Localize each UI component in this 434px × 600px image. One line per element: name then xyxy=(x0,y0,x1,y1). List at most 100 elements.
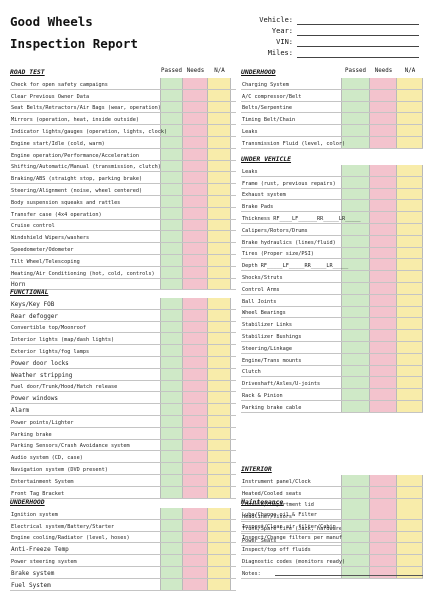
checklist-row[interactable]: Cruise control xyxy=(10,220,236,232)
checklist-row[interactable]: Inspect/Clean air filter/Cabin xyxy=(241,520,423,532)
checklist-row[interactable]: Frame (rust, previous repairs) xyxy=(241,177,423,189)
checklist-row[interactable]: Steering/Linkage xyxy=(241,342,423,354)
checklist-row[interactable]: Heated/Cooled seats xyxy=(241,487,423,499)
vehicle-field-line[interactable] xyxy=(297,57,419,58)
checklist-row[interactable]: Windshield Wipers/washers xyxy=(10,231,236,244)
column-needs[interactable] xyxy=(183,78,208,291)
checklist-row[interactable]: Power steering system xyxy=(10,555,236,567)
checklist-row[interactable]: Diagnostic codes (monitors ready) xyxy=(241,555,423,567)
checklist-row[interactable]: Leaks xyxy=(241,125,423,137)
column-na[interactable] xyxy=(208,78,231,291)
checklist-row[interactable]: Driveshaft/Axles/U-joints xyxy=(241,377,423,390)
column-needs[interactable] xyxy=(370,508,397,579)
checklist-row[interactable]: Engine operation/Performance/Acceleratio… xyxy=(10,149,236,161)
checklist-row[interactable]: Power windows xyxy=(10,392,236,405)
checklist-row[interactable]: Inspect/Change filters per manuf xyxy=(241,532,423,544)
checklist-row[interactable]: Shifting/Automatic/Manual (transmission,… xyxy=(10,161,236,173)
checklist-row[interactable]: Brake Pads xyxy=(241,200,423,213)
vehicle-field[interactable]: Year: xyxy=(255,27,419,38)
checklist-row[interactable]: Engine/Trans mounts xyxy=(241,354,423,366)
column-needs[interactable] xyxy=(370,78,397,149)
column-passed[interactable] xyxy=(341,508,370,579)
checklist-row[interactable]: Instrument panel/Clock xyxy=(241,475,423,487)
column-na[interactable] xyxy=(208,298,231,499)
checklist-row[interactable]: Belts/Serpentine xyxy=(241,102,423,114)
checklist-row[interactable]: Tires (Proper size/PSI) xyxy=(241,248,423,260)
column-passed[interactable] xyxy=(160,78,183,291)
checklist-row[interactable]: Indicator lights/gauges (operation, ligh… xyxy=(10,125,236,137)
checklist-row[interactable]: Brake hydraulics (lines/fluid) xyxy=(241,236,423,248)
checklist-row[interactable]: Notes: xyxy=(241,567,423,579)
checklist-row[interactable]: Stabilizer Links xyxy=(241,318,423,331)
column-passed[interactable] xyxy=(160,508,183,591)
checklist-row[interactable]: Alarm xyxy=(10,404,236,416)
checklist-row[interactable]: Anti-Freeze Temp xyxy=(10,543,236,556)
checklist-row[interactable]: Exterior lights/fog lamps xyxy=(10,345,236,357)
checklist-row[interactable]: Heating/Air Conditioning (hot, cold, con… xyxy=(10,267,236,279)
checklist-row[interactable]: Entertainment System xyxy=(10,475,236,487)
checklist-row[interactable]: Convertible top/Moonroof xyxy=(10,322,236,334)
checklist-row[interactable]: Parking brake cable xyxy=(241,401,423,413)
checklist-row[interactable]: Inspect/top off fluids xyxy=(241,543,423,556)
vehicle-field[interactable]: Vehicle: xyxy=(255,16,419,27)
checklist-row[interactable]: Engine cooling/Radiator (level, hoses) xyxy=(10,532,236,544)
checklist-row[interactable]: Electrical system/Battery/Starter xyxy=(10,520,236,532)
column-na[interactable] xyxy=(397,78,423,149)
checklist-row[interactable]: Rear defogger xyxy=(10,310,236,322)
checklist-row[interactable]: Power door locks xyxy=(10,357,236,369)
checklist-row[interactable]: Stabilizer Bushings xyxy=(241,330,423,342)
checklist-row[interactable]: Keys/Key FOB xyxy=(10,298,236,310)
vehicle-field[interactable]: Miles: xyxy=(255,49,419,60)
checklist-row[interactable]: Body suspension squeaks and rattles xyxy=(10,196,236,208)
checklist-row[interactable]: Audio system (CD, case) xyxy=(10,451,236,464)
checklist-row[interactable]: Tilt Wheel/Telescoping xyxy=(10,255,236,267)
checklist-row[interactable]: Fuel System xyxy=(10,579,236,591)
column-needs[interactable] xyxy=(183,298,208,499)
checklist-row[interactable]: Mirrors (operation, heat, inside outside… xyxy=(10,113,236,126)
checklist-row[interactable]: Power Seats xyxy=(241,534,423,546)
column-passed[interactable] xyxy=(160,298,183,499)
checklist-row[interactable]: Exhaust system xyxy=(241,189,423,201)
checklist-row[interactable]: Wheel Bearings xyxy=(241,307,423,319)
checklist-row[interactable]: Trunk/Spare tire (Jack, hardware) xyxy=(241,522,423,534)
checklist-row[interactable]: Check for open safety campaigns xyxy=(10,78,236,90)
checklist-row[interactable]: Front Tag Bracket xyxy=(10,487,236,499)
checklist-row[interactable]: Ball Joints xyxy=(241,295,423,307)
checklist-row[interactable]: Seat Belts/Retractors/Air Bags (wear, op… xyxy=(10,102,236,114)
column-passed[interactable] xyxy=(341,165,370,413)
checklist-row[interactable]: Depth RF_____LF_____RR_____LR_____ xyxy=(241,259,423,272)
column-na[interactable] xyxy=(397,165,423,413)
column-needs[interactable] xyxy=(370,165,397,413)
checklist-row[interactable]: Ignition system xyxy=(10,508,236,520)
checklist-row[interactable]: Thickness RF____LF______RR_____LR_____ xyxy=(241,212,423,224)
checklist-row[interactable]: Transfer case (4x4 operation) xyxy=(10,208,236,220)
checklist-row[interactable]: Parking brake xyxy=(10,428,236,440)
checklist-row[interactable]: Control Arms xyxy=(241,283,423,295)
checklist-row[interactable]: Transmission Fluid (level, color) xyxy=(241,137,423,149)
column-needs[interactable] xyxy=(183,508,208,591)
checklist-row[interactable]: Shocks/Struts xyxy=(241,271,423,283)
checklist-row[interactable]: Brake system xyxy=(10,567,236,579)
checklist-row[interactable]: Charging System xyxy=(241,78,423,90)
checklist-row[interactable]: Navigation system (DVD present) xyxy=(10,463,236,475)
checklist-row[interactable]: Steering/Alignment (noise, wheel centere… xyxy=(10,184,236,196)
checklist-row[interactable]: Interior lights (map/dash lights) xyxy=(10,333,236,346)
checklist-row[interactable]: Calipers/Rotors/Drums xyxy=(241,224,423,236)
checklist-row[interactable]: Clear Previous Owner Data xyxy=(10,90,236,102)
notes-line[interactable] xyxy=(275,574,423,576)
vehicle-field-line[interactable] xyxy=(297,35,419,36)
vehicle-field-line[interactable] xyxy=(297,46,419,47)
checklist-row[interactable]: Leaks xyxy=(241,165,423,177)
checklist-row[interactable]: Speedometer/Odometer xyxy=(10,243,236,255)
checklist-row[interactable]: Fuel door/Trunk/Hood/Hatch release xyxy=(10,381,236,393)
checklist-row[interactable]: Parking Sensors/Crash Avoidance system xyxy=(10,440,236,452)
checklist-row[interactable]: Console/compartment lid xyxy=(241,499,423,511)
checklist-row[interactable]: Horn xyxy=(10,279,236,291)
column-na[interactable] xyxy=(397,508,423,579)
vehicle-field-line[interactable] xyxy=(297,24,419,25)
checklist-row[interactable]: Rack & Pinion xyxy=(241,389,423,401)
column-na[interactable] xyxy=(208,508,231,591)
checklist-row[interactable]: A/C compressor/Belt xyxy=(241,90,423,102)
checklist-row[interactable]: Braking/ABS (straight stop, parking brak… xyxy=(10,172,236,185)
checklist-row[interactable]: Weather stripping xyxy=(10,369,236,381)
